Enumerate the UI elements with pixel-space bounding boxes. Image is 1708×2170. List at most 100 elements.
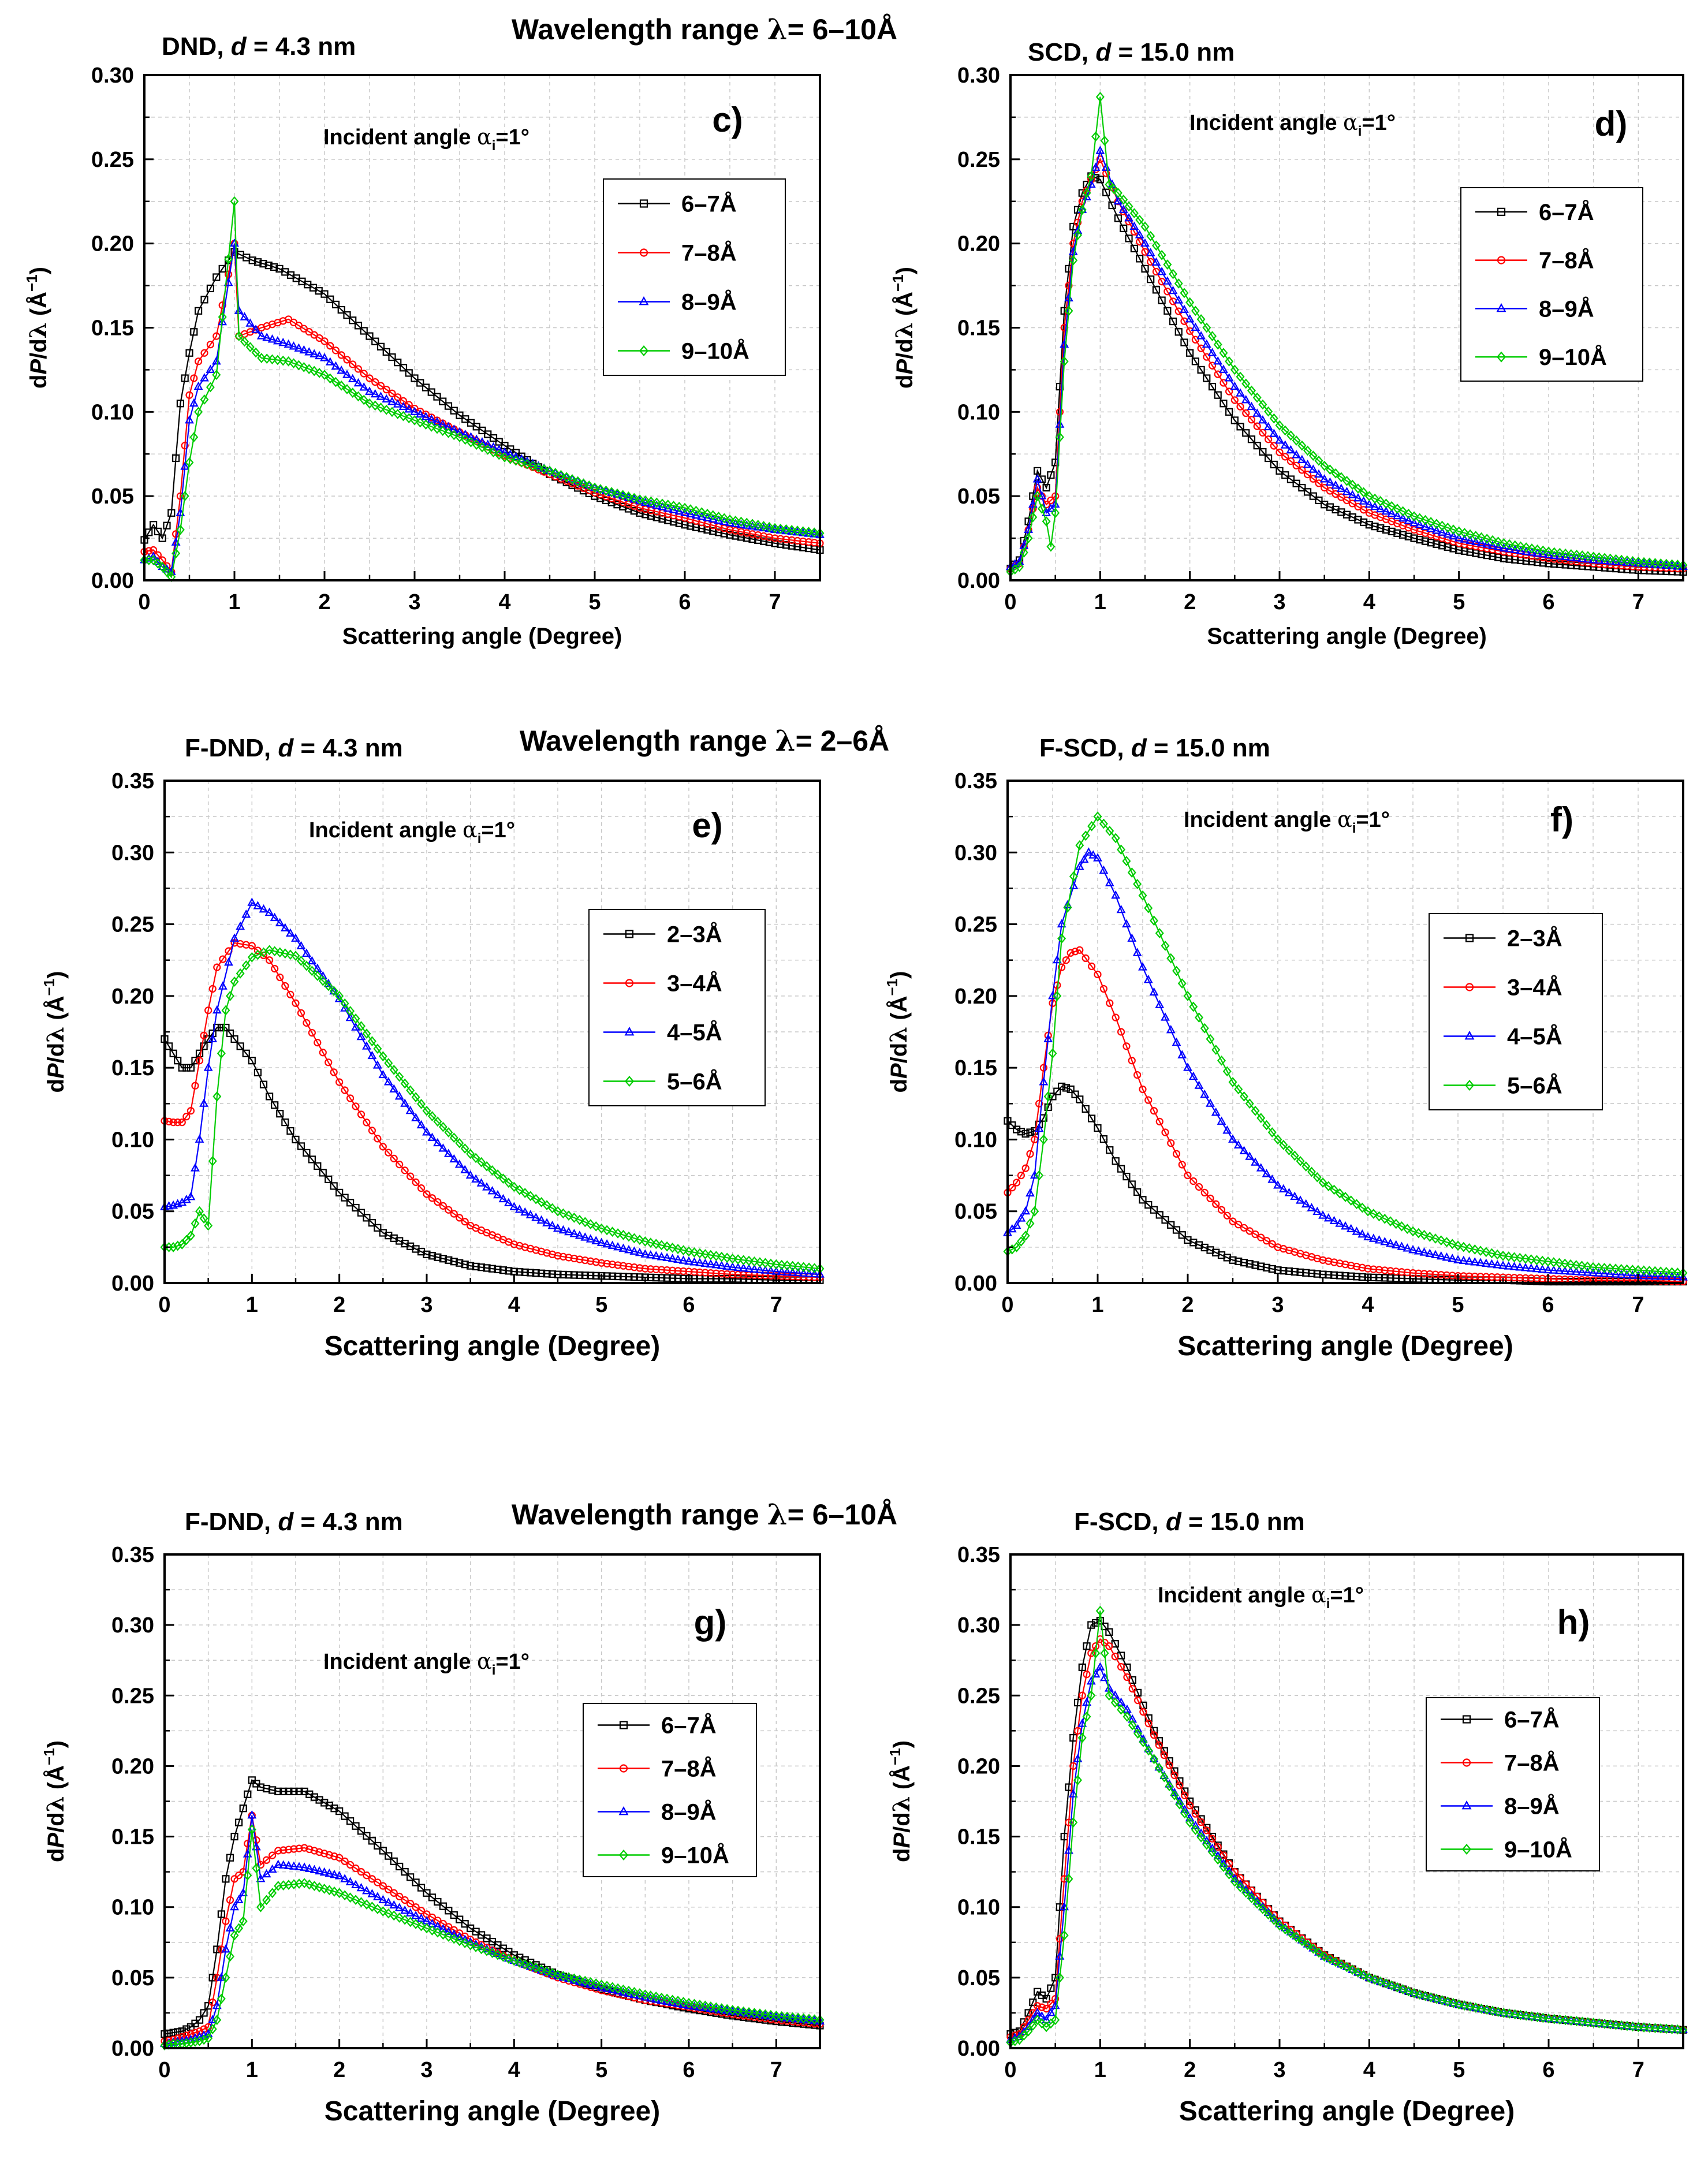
data-point: [509, 1955, 519, 1966]
data-point: [1133, 1188, 1142, 1196]
x-tick-label: 4: [508, 2058, 520, 2082]
data-point: [1623, 2020, 1632, 2031]
data-point: [1037, 2018, 1046, 2029]
annotation-alpha: α: [1311, 1582, 1326, 1608]
data-point: [1352, 1226, 1362, 1235]
data-point: [1315, 479, 1323, 487]
data-point: [1656, 1271, 1665, 1280]
data-point: [1191, 357, 1199, 366]
data-point: [1241, 1887, 1251, 1898]
data-point: [1077, 1718, 1087, 1727]
data-point: [1128, 1180, 1136, 1188]
data-point: [766, 2009, 775, 2020]
data-point: [1039, 1077, 1049, 1086]
data-point: [565, 1254, 573, 1262]
data-point: [1387, 501, 1396, 512]
data-point: [180, 491, 189, 502]
data-point: [711, 2002, 721, 2013]
data-point: [373, 1904, 382, 1914]
data-point: [1370, 501, 1379, 510]
y-tick-label: 0.30: [957, 64, 1000, 88]
data-point: [356, 1031, 366, 1041]
annotation-sub: i: [492, 138, 496, 154]
data-point: [1399, 506, 1408, 517]
legend-label: 4–5Å: [667, 1020, 722, 1046]
data-point: [641, 495, 650, 506]
data-point: [1420, 1990, 1430, 2001]
data-point: [267, 1864, 277, 1873]
data-point: [191, 2037, 200, 2047]
y-label-part: (Å: [43, 995, 69, 1026]
data-point: [1324, 1181, 1333, 1192]
data-point: [427, 1925, 437, 1936]
data-point: [1253, 442, 1261, 450]
data-point: [1140, 221, 1150, 232]
y-tick-label: 0.20: [957, 232, 1000, 256]
data-point: [1460, 534, 1470, 543]
data-point: [586, 1219, 595, 1229]
x-tick-label: 6: [1542, 590, 1554, 614]
data-point: [1099, 818, 1108, 829]
data-point: [1572, 2016, 1582, 2027]
data-point: [1057, 933, 1066, 944]
data-point: [167, 509, 176, 517]
data-point: [1224, 373, 1234, 382]
data-point: [554, 1270, 562, 1278]
data-point: [1219, 348, 1228, 359]
data-point: [1578, 2016, 1587, 2027]
data-point: [545, 465, 554, 476]
data-point: [1247, 1893, 1256, 1903]
data-point: [1139, 1708, 1147, 1716]
data-point: [450, 407, 458, 415]
data-point: [1314, 469, 1323, 478]
data-point: [1639, 1270, 1649, 1280]
data-point: [1062, 1084, 1071, 1092]
data-point: [178, 2027, 186, 2035]
legend-box: [588, 909, 766, 1106]
data-point: [1353, 493, 1363, 502]
y-label-part: d: [43, 1848, 69, 1862]
data-point: [516, 1268, 524, 1276]
data-point: [319, 1867, 329, 1876]
data-point: [423, 1889, 431, 1897]
data-point: [1035, 1099, 1043, 1108]
legend-label: 7–8Å: [681, 240, 737, 266]
y-tick-label: 0.10: [91, 400, 134, 424]
data-point: [396, 1161, 404, 1169]
data-point: [230, 976, 239, 987]
data-point: [1235, 1257, 1243, 1266]
data-point: [717, 1251, 726, 1262]
data-point: [1225, 387, 1233, 396]
data-point: [257, 353, 266, 363]
data-point: [1075, 840, 1084, 851]
data-point: [1196, 1832, 1206, 1843]
legend-marker: [625, 930, 634, 938]
data-point: [1077, 204, 1087, 215]
data-point: [1298, 483, 1306, 492]
data-point: [1214, 1843, 1222, 1851]
data-point: [1414, 1228, 1423, 1239]
data-point: [296, 941, 306, 949]
data-point: [1550, 2014, 1559, 2024]
data-point: [483, 439, 493, 448]
y-label-part: (Å: [889, 1765, 915, 1796]
annotation-value: =1°: [1356, 808, 1390, 832]
data-point: [1567, 561, 1575, 569]
y-label-part: (Å: [25, 292, 51, 322]
data-point: [281, 1118, 289, 1127]
data-point: [1510, 1252, 1519, 1263]
data-point: [1206, 1194, 1214, 1202]
y-label-part: /d: [26, 338, 51, 359]
data-point: [439, 397, 447, 405]
legend-marker: [1464, 1031, 1475, 1040]
data-point: [1326, 503, 1334, 511]
annotation-alpha: α: [477, 124, 492, 150]
data-point: [1143, 975, 1153, 983]
data-point: [1194, 1080, 1204, 1089]
data-point: [1206, 1098, 1215, 1107]
annotation-alpha: α: [463, 817, 478, 842]
data-point: [1589, 551, 1598, 562]
data-point: [625, 1262, 633, 1271]
data-point: [1174, 278, 1183, 289]
data-point: [1217, 1055, 1226, 1066]
